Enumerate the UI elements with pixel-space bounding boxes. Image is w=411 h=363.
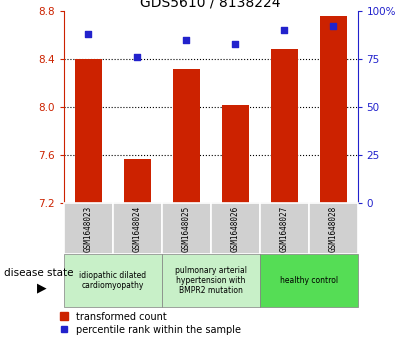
Bar [260, 254, 358, 307]
Bar [64, 254, 162, 307]
Text: disease state: disease state [4, 268, 74, 278]
Point [134, 54, 141, 60]
Text: GSM1648027: GSM1648027 [279, 205, 289, 252]
Text: healthy control: healthy control [279, 276, 338, 285]
Title: GDS5610 / 8138224: GDS5610 / 8138224 [141, 0, 281, 10]
Bar [211, 203, 260, 254]
Bar [260, 203, 309, 254]
Bar [309, 203, 358, 254]
Bar [113, 203, 162, 254]
Text: GSM1648023: GSM1648023 [84, 205, 93, 252]
Text: GSM1648026: GSM1648026 [231, 205, 240, 252]
Point [281, 27, 287, 33]
Text: GSM1648025: GSM1648025 [182, 205, 191, 252]
Bar [173, 69, 200, 203]
Point [183, 37, 189, 42]
Bar [124, 159, 151, 203]
Text: idiopathic dilated
cardiomyopathy: idiopathic dilated cardiomyopathy [79, 271, 146, 290]
Bar [162, 203, 211, 254]
Bar [64, 203, 113, 254]
Bar [75, 59, 102, 203]
Bar [320, 16, 346, 203]
Legend: transformed count, percentile rank within the sample: transformed count, percentile rank withi… [60, 311, 241, 335]
Point [232, 41, 238, 46]
Bar [222, 105, 249, 203]
Bar [270, 49, 298, 203]
Bar [162, 254, 260, 307]
Text: GSM1648024: GSM1648024 [133, 205, 142, 252]
Text: GSM1648028: GSM1648028 [328, 205, 337, 252]
Text: ▶: ▶ [37, 281, 46, 294]
Text: pulmonary arterial
hypertension with
BMPR2 mutation: pulmonary arterial hypertension with BMP… [175, 265, 247, 295]
Point [330, 23, 336, 29]
Point [85, 31, 92, 37]
